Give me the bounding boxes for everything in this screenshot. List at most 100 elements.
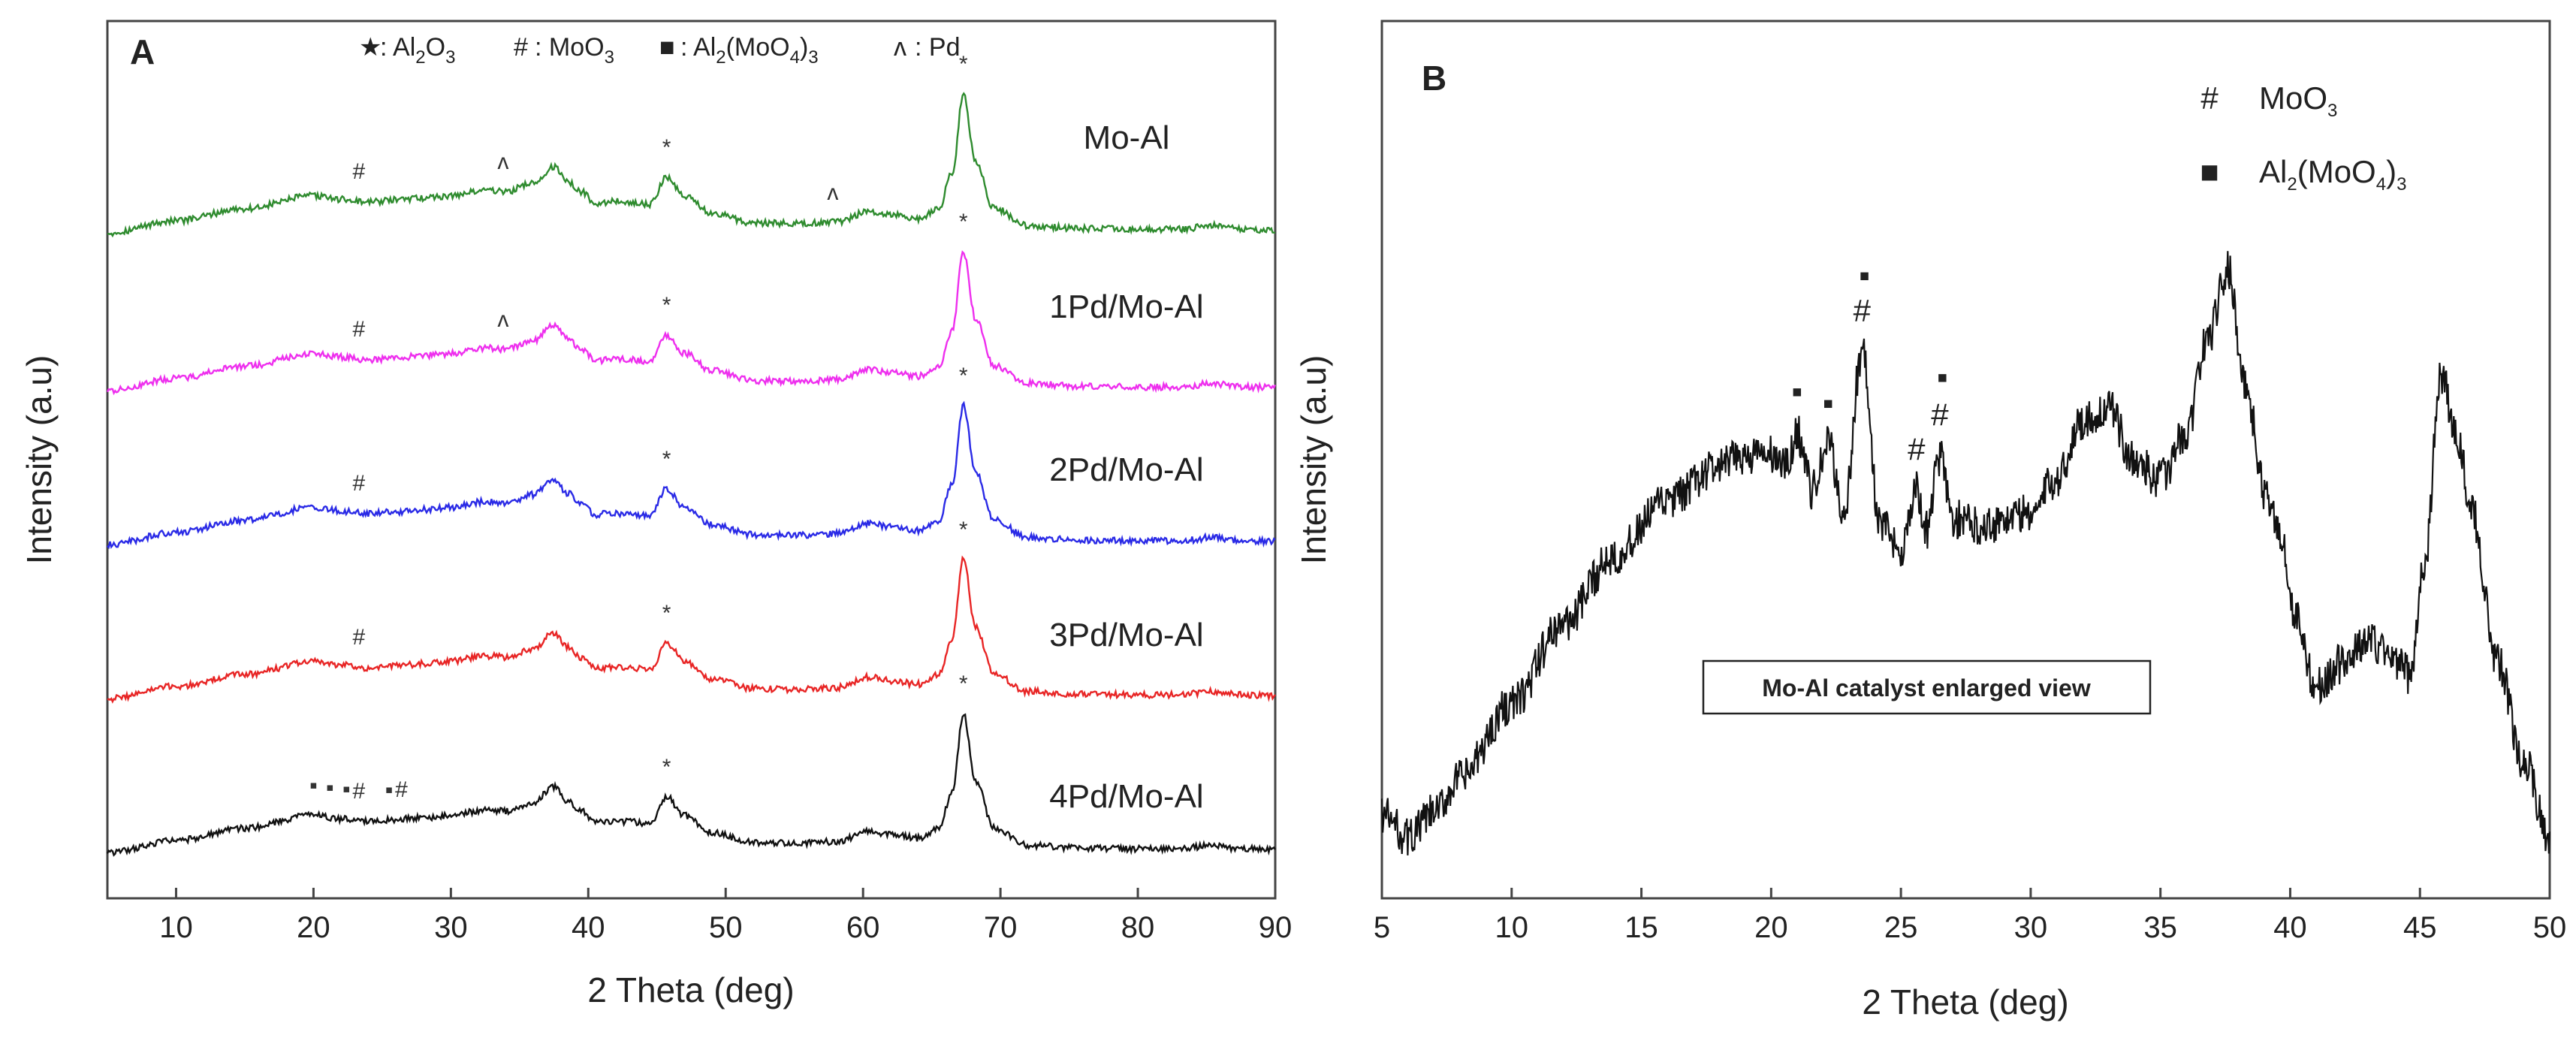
panel-a-x-axis-title: 2 Theta (deg) (587, 970, 794, 1009)
series-line-2pd-mo-al (107, 400, 1276, 550)
x-tick-label: 25 (1884, 911, 1918, 944)
panel-b-x-axis-title: 2 Theta (deg) (1862, 982, 2068, 1021)
x-tick-label: 80 (1121, 911, 1155, 944)
series-line-4pd-mo-al (107, 92, 1276, 238)
star-marker: * (959, 517, 968, 542)
panel-b-series: ▪ ▪#▪##▪ (1380, 251, 2551, 855)
legend-entry-pd: ʌ : Pd (894, 33, 960, 62)
panel-b-legend: # MoO3 ■ Al2(MoO4)3 (2200, 80, 2406, 195)
x-tick-label: 30 (2014, 911, 2048, 944)
x-tick-label: 60 (846, 911, 880, 944)
hash-icon: # (2200, 80, 2219, 116)
hash-marker: # (1908, 432, 1926, 467)
panel-b-annotation-text: Mo-Al catalyst enlarged view (1762, 674, 2091, 702)
star-marker: * (959, 52, 968, 77)
square-icon: ■ (659, 33, 675, 62)
panel-b-letter: B (1422, 59, 1446, 98)
square-marker: ▪ (1937, 359, 1948, 394)
x-tick-label: 10 (159, 911, 193, 944)
caret-marker: ʌ (827, 180, 838, 205)
square-marker: ▪ (1823, 385, 1834, 421)
star-marker: * (662, 447, 671, 472)
caret-marker: ʌ (497, 149, 508, 174)
legend-entry-al2-moo4-3: ■: Al2(MoO4)3 (659, 33, 819, 68)
x-tick-label: 30 (434, 911, 468, 944)
hash-marker: # (1931, 397, 1949, 432)
x-tick-label: 90 (1259, 911, 1293, 944)
star-marker: * (662, 755, 671, 780)
panel-a-y-axis-title: Intensity (a.u) (20, 355, 59, 565)
legend-label: Al2(MoO4)3 (2259, 154, 2406, 195)
x-tick-label: 10 (1495, 911, 1529, 944)
star-marker: * (662, 601, 671, 626)
series-label: 2Pd/Mo-Al (1049, 451, 1203, 488)
square-icon: ■ (2200, 154, 2219, 189)
legend-label: : Al2O3 (380, 33, 455, 68)
caret-marker: ʌ (497, 307, 508, 332)
series-2pd-mo-al: # * * 2Pd/Mo-Al (107, 364, 1276, 550)
legend-label: : Pd (915, 33, 960, 62)
square-marker: ▪ (342, 777, 351, 802)
hash-marker: # (1854, 293, 1872, 328)
star-icon: ★ (359, 33, 382, 62)
star-marker: * (662, 293, 671, 318)
hash-marker: # (352, 625, 365, 650)
panel-b-frame (1380, 20, 2551, 900)
square-marker: ▪ (309, 774, 318, 798)
legend-entry-al2-moo4-3: ■ Al2(MoO4)3 (2200, 154, 2406, 195)
x-tick-label: 15 (1624, 911, 1658, 944)
panel-a-series: # ʌ*ʌ*4Pd/Mo-Al# ʌ**3Pd/Mo-Al#**2Pd/Mo-Al#… (106, 52, 1277, 857)
x-tick-label: 5 (1374, 911, 1390, 944)
panel-b-annotation: Mo-Al catalyst enlarged view (1702, 659, 2152, 715)
panel-b-x-ticks: 5 10 15 20 25 30 35 40 45 50 (1374, 888, 2566, 944)
x-tick-label: 40 (2273, 911, 2307, 944)
hash-icon: # (514, 33, 528, 62)
panel-a-letter: A (130, 32, 155, 71)
legend-entry-al2o3: ★: Al2O3 (359, 33, 455, 68)
series-3pd-mo-al: # ʌ * * 3Pd/Mo-Al (106, 210, 1277, 653)
star-marker: * (662, 135, 671, 160)
series-line-3pd-mo-al (106, 250, 1277, 396)
panel-b: B # MoO3■ Al2(MoO4)3 ▪ ▪#▪##▪ 5 10 15 20 25 30 35… (1294, 20, 2566, 1021)
star-marker: * (959, 364, 968, 388)
series-label: 4Pd/Mo-Al (1049, 778, 1203, 815)
x-tick-label: 70 (984, 911, 1018, 944)
hash-marker: # (352, 779, 365, 804)
legend-entry-moo3: #: MoO3 (514, 33, 614, 68)
series-mo-al: ▪ ▪ ▪ # ▪ #**Mo-Al (106, 119, 1277, 857)
series-line-mo-al (106, 713, 1277, 857)
panel-a: A ★: Al2O3 #: MoO3 ■: Al2(MoO4)3 ʌ: Pd # ʌ*ʌ… (20, 20, 1292, 1009)
x-tick-label: 20 (1754, 911, 1788, 944)
star-marker: * (959, 210, 968, 234)
x-tick-label: 40 (572, 911, 605, 944)
x-tick-label: 35 (2143, 911, 2177, 944)
series-label: 3Pd/Mo-Al (1049, 617, 1203, 653)
panel-a-x-ticks: 10 20 30 40 50 60 70 80 90 (159, 888, 1292, 944)
hash-marker: # (352, 159, 365, 184)
hash-marker: # (395, 777, 408, 802)
hash-marker: # (352, 317, 365, 342)
series-line-1pd-mo-al (107, 555, 1276, 704)
legend-entry-moo3: # MoO3 (2200, 80, 2337, 121)
panel-a-legend: ★: Al2O3 #: MoO3 ■: Al2(MoO4)3 ʌ : Pd (359, 33, 960, 68)
caret-icon: ʌ (894, 33, 906, 62)
star-marker: * (959, 671, 968, 696)
hash-marker: # (352, 471, 365, 496)
panel-b-annotation-box (1702, 659, 2152, 715)
x-tick-label: 45 (2403, 911, 2437, 944)
square-marker: ▪ (326, 776, 334, 801)
series-line-mo-al (1380, 251, 2551, 855)
x-tick-label: 50 (709, 911, 743, 944)
series-label: 1Pd/Mo-Al (1049, 288, 1203, 325)
series-1pd-mo-al: # * * 1Pd/Mo-Al (107, 288, 1276, 704)
square-marker: ▪ (1791, 374, 1802, 409)
panel-b-y-axis-title: Intensity (a.u) (1294, 355, 1333, 565)
series-mo-al: ▪ ▪#▪##▪ (1380, 251, 2551, 855)
legend-label: : MoO3 (535, 33, 614, 68)
series-4pd-mo-al: # ʌ * ʌ * 4Pd/Mo-Al (107, 52, 1276, 815)
series-label: Mo-Al (1084, 119, 1170, 156)
legend-label: : Al2(MoO4)3 (680, 33, 819, 68)
panel-a-frame (106, 20, 1277, 900)
x-tick-label: 50 (2533, 911, 2567, 944)
